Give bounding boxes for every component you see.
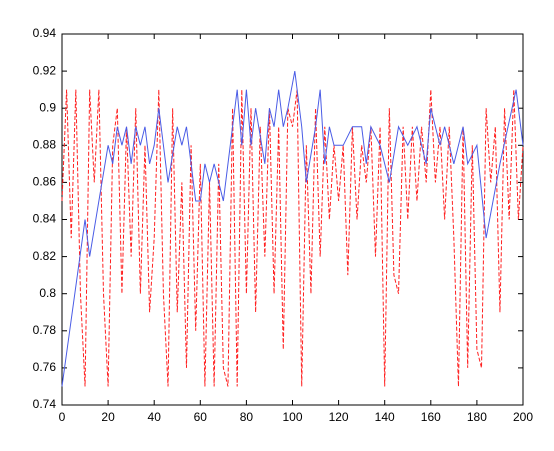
y-tick-label: 0.84 xyxy=(33,212,57,226)
x-tick-label: 60 xyxy=(194,410,208,424)
x-tick-label: 160 xyxy=(421,410,441,424)
x-tick-label: 40 xyxy=(148,410,162,424)
y-tick-label: 0.76 xyxy=(33,360,57,374)
y-tick-label: 0.92 xyxy=(33,63,57,77)
y-tick-label: 0.94 xyxy=(33,26,57,40)
y-tick-label: 0.86 xyxy=(33,175,57,189)
y-tick-label: 0.9 xyxy=(39,100,56,114)
x-tick-label: 100 xyxy=(282,410,302,424)
y-tick-label: 0.82 xyxy=(33,249,57,263)
x-tick-label: 80 xyxy=(240,410,254,424)
line-series xyxy=(61,89,524,387)
x-tick-label: 120 xyxy=(329,410,349,424)
y-tick-label: 0.88 xyxy=(33,137,57,151)
y-tick-label: 0.78 xyxy=(33,323,57,337)
x-tick-label: 140 xyxy=(375,410,395,424)
line-series xyxy=(61,71,524,387)
plot-frame xyxy=(61,33,524,406)
x-tick-label: 180 xyxy=(467,410,487,424)
x-tick-label: 20 xyxy=(101,410,115,424)
y-tick-label: 0.8 xyxy=(39,286,56,300)
x-tick-label: 0 xyxy=(59,410,66,424)
y-tick-label: 0.74 xyxy=(33,397,57,411)
x-tick-label: 200 xyxy=(513,410,533,424)
